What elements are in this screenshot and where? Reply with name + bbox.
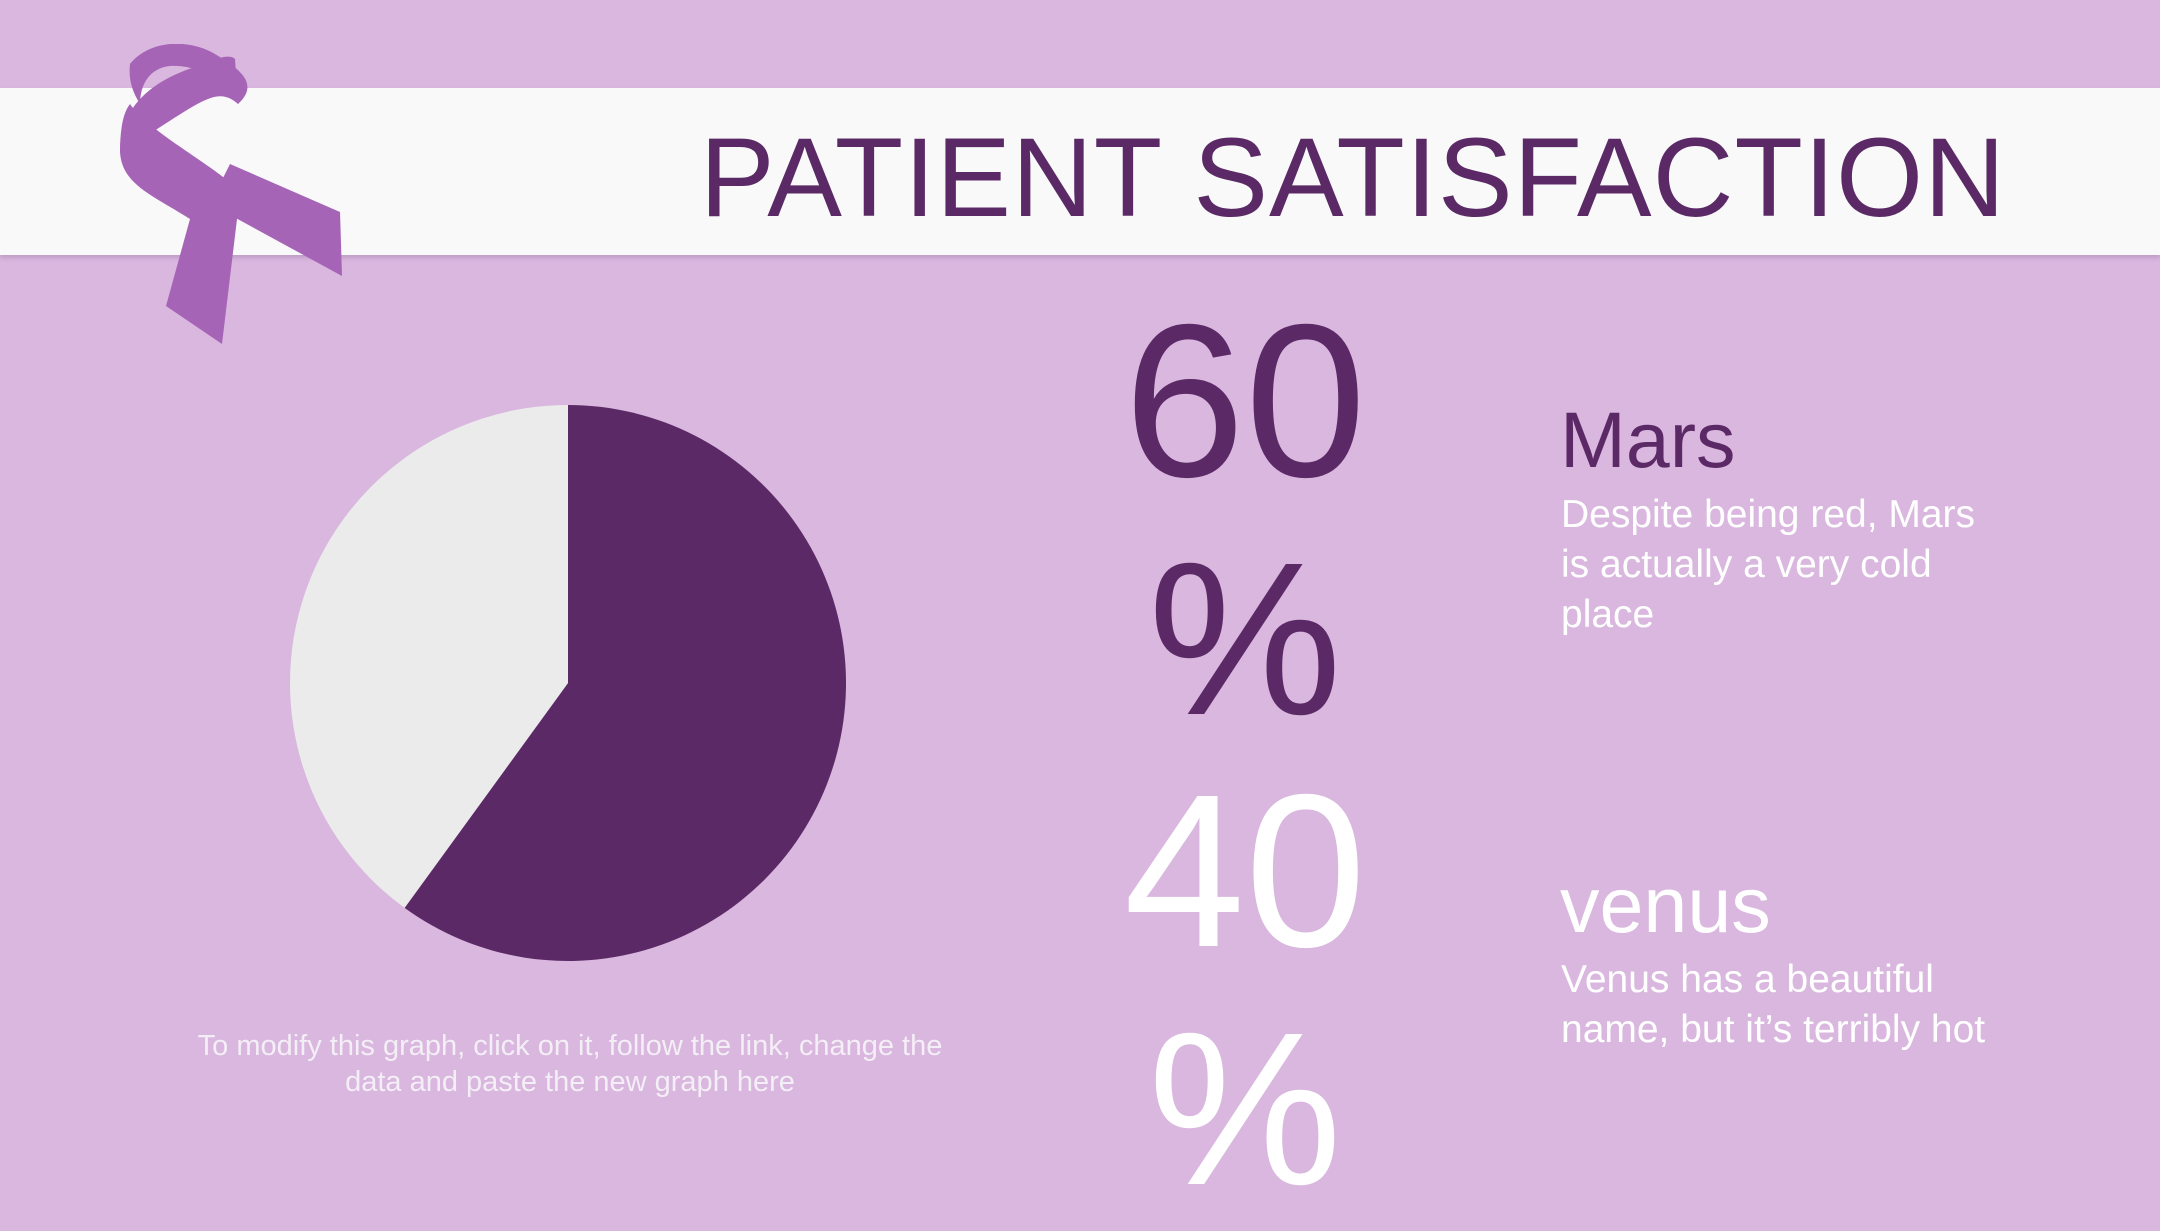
title-banner: [0, 88, 2160, 255]
pie-chart[interactable]: [288, 403, 848, 963]
page-title: PATIENT SATISFACTION: [699, 115, 2006, 240]
stat-heading-venus: venus: [1560, 860, 1771, 949]
stat-heading-mars: Mars: [1560, 395, 1736, 484]
ribbon-tail-right: [210, 164, 342, 276]
pie-slice-0[interactable]: [404, 405, 846, 961]
stat-description-mars: Despite being red, Mars is actually a ve…: [1561, 493, 1976, 636]
ribbon-tail-left: [120, 104, 240, 344]
stat-percent-venus: 40 %: [1123, 750, 1367, 1231]
awareness-ribbon-icon: [120, 44, 342, 344]
pie-slice-1[interactable]: [290, 405, 568, 908]
ribbon-top: [129, 44, 248, 104]
chart-caption: To modify this graph, click on it, follo…: [197, 1030, 943, 1098]
stat-description-venus: Venus has a beautiful name, but it’s ter…: [1561, 958, 1986, 1051]
stat-percent-mars: 60 %: [1123, 280, 1367, 761]
